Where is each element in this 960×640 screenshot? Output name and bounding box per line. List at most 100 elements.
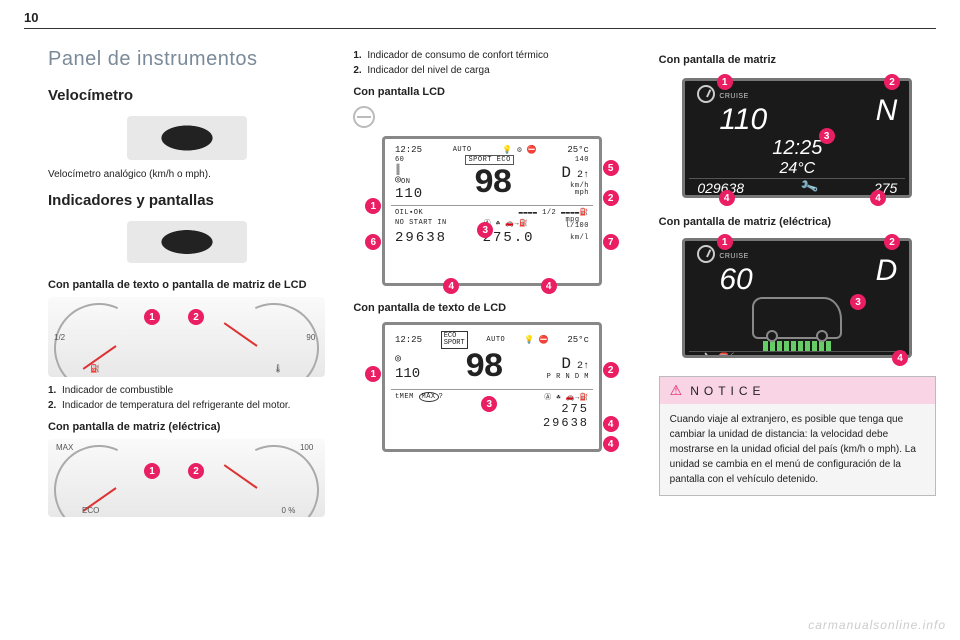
mx1-gear: N <box>876 94 898 128</box>
tlcd-car-icons: Ⓐ ☘ 🚗→⛽ <box>544 392 589 402</box>
lcd-arrow: ↑ <box>583 170 589 181</box>
tlcd-sport: SPORT <box>444 339 465 347</box>
warning-triangle-icon: ⚠ <box>670 382 683 399</box>
speedometer-heading: Velocímetro <box>48 87 325 104</box>
temp-90-label: 90 <box>306 333 315 342</box>
tlcd-time: 12:25 <box>395 335 422 345</box>
lcd-gauge-60: 60 <box>395 156 404 164</box>
mx2-callout-4: 4 <box>892 350 908 366</box>
column-3: Con pantalla de matriz CRUISE 110 N 12:25… <box>659 48 936 630</box>
callout-1: 1 <box>144 309 160 325</box>
fig-fuel-temp-gauges: 1/2 90 ⛽ 🌡 1 2 <box>48 297 325 377</box>
mx2-cruise-lbl: CRUISE <box>719 253 748 260</box>
lcd-icons-top: 💡 ⚙ ⛔ <box>502 145 536 155</box>
tlcd-prndm: P R N D M <box>547 373 589 381</box>
tlcd-mem: tMEM <box>395 393 414 401</box>
lcd-callout-7: 7 <box>603 234 619 250</box>
zero-pct-label: 0 % <box>282 506 296 515</box>
lcd-odo: 29638 <box>395 230 447 246</box>
lcd-callout-2: 2 <box>603 190 619 206</box>
callout-2: 2 <box>188 309 204 325</box>
notice-header: ⚠ NOTICE <box>660 377 935 404</box>
tlcd-temp: 25°c <box>567 335 589 345</box>
tlcd-big: 98 <box>465 349 502 387</box>
text-lcd-content: 12:25 ECOSPORT AUTO 💡 ⛔ 25°c ⌾ 110 98 <box>391 331 593 443</box>
tlcd-callout-2: 2 <box>603 362 619 378</box>
lcd-kml: km/l <box>570 234 589 242</box>
column-1: Panel de instrumentos Velocímetro Velocí… <box>48 48 325 630</box>
battery-bar <box>763 341 831 351</box>
tlcd-odo: 29638 <box>543 416 589 430</box>
tlcd-icons: 💡 ⛔ <box>524 335 549 345</box>
thermal-charge-legend: 1.Indicador de consumo de confort térmic… <box>353 48 630 78</box>
lcd-callout-4b: 4 <box>541 278 557 294</box>
mx1-time: 12:25 <box>689 137 905 160</box>
fig-lcd-display: 12:25 AUTO 💡 ⚙ ⛔ 25°c 60 SPORT ECO 140 ║… <box>382 136 602 286</box>
hundred-label: 100 <box>300 443 313 452</box>
tlcd-callout-4b: 4 <box>603 436 619 452</box>
legend-1-2: Indicador de temperatura del refrigerant… <box>62 400 290 411</box>
fig-text-lcd-wrapper: 12:25 ECOSPORT AUTO 💡 ⛔ 25°c ⌾ 110 98 <box>353 322 630 452</box>
tlcd-callout-1: 1 <box>365 366 381 382</box>
tlcd-callout-4a: 4 <box>603 416 619 432</box>
fig-matrix-display-1: CRUISE110 N 12:25 24°C 029638 🔧 275 <box>682 78 912 198</box>
fig-lcd-wrapper: 12:25 AUTO 💡 ⚙ ⛔ 25°c 60 SPORT ECO 140 ║… <box>353 136 630 286</box>
lcd-oil-ok: OIL▪OK <box>395 209 423 217</box>
tlcd-arrow: ↑ <box>583 361 589 372</box>
watermark: carmanualsonline.info <box>808 618 946 632</box>
lcd-speed-small: 110 <box>395 187 423 202</box>
legend-1-1: Indicador de combustible <box>62 385 173 396</box>
lcd-mph: mph <box>561 190 589 198</box>
tlcd-trip: 275 <box>561 402 589 416</box>
text-matrix-lcd-heading: Con pantalla de texto o pantalla de matr… <box>48 279 325 291</box>
legend-2-2: Indicador del nivel de carga <box>367 65 489 76</box>
lcd-callout-4a: 4 <box>443 278 459 294</box>
van-icon <box>752 297 842 339</box>
lcd-screen-content: 12:25 AUTO 💡 ⚙ ⛔ 25°c 60 SPORT ECO 140 ║… <box>391 145 593 277</box>
tlcd-speed-small: 110 <box>395 366 420 382</box>
legend-2-1: Indicador de consumo de confort térmico <box>367 50 548 61</box>
content-columns: Panel de instrumentos Velocímetro Velocí… <box>48 48 936 630</box>
mx2-callout-1: 1 <box>717 234 733 250</box>
mx2-cruise-val: 60 <box>719 263 752 296</box>
lcd-gauge-140: 140 <box>575 156 589 164</box>
mx1-callout-2: 2 <box>884 74 900 90</box>
lcd-time: 12:25 <box>395 145 422 155</box>
lcd-gear: D <box>561 164 571 182</box>
tlcd-auto: AUTO <box>486 336 505 344</box>
mx2-gear: D <box>876 254 898 288</box>
lcd-speed-big: 98 <box>474 165 511 203</box>
speedometer-caption: Velocímetro analógico (km/h o mph). <box>48 168 325 182</box>
mx1-callout-4b: 4 <box>870 190 886 206</box>
column-2: 1.Indicador de consumo de confort térmic… <box>353 48 630 630</box>
fig-speedometer-cluster <box>127 116 247 160</box>
fuel-pump-icon: ⛽ <box>90 364 100 373</box>
text-lcd-heading: Con pantalla de texto de LCD <box>353 302 630 314</box>
lcd-callout-5: 5 <box>603 160 619 176</box>
lcd-callout-6: 6 <box>365 234 381 250</box>
mx1-cruise-lbl: CRUISE <box>719 93 748 100</box>
steering-wheel-icon <box>353 106 375 128</box>
lcd-sporteco: SPORT ECO <box>465 155 513 165</box>
fig-matrix-wrapper-1: CRUISE110 N 12:25 24°C 029638 🔧 275 1 2 … <box>659 78 936 198</box>
indicators-heading: Indicadores y pantallas <box>48 192 325 209</box>
max-label: MAX <box>56 443 73 452</box>
fig-text-lcd-display: 12:25 ECOSPORT AUTO 💡 ⛔ 25°c ⌾ 110 98 <box>382 322 602 452</box>
tlcd-max: MAX <box>419 392 439 402</box>
lcd-nostart: NO START IN <box>395 219 447 227</box>
tlcd-q: ? <box>439 393 444 401</box>
matrix-electric-heading: Con pantalla de matriz (eléctrica) <box>659 216 936 228</box>
matrix-heading: Con pantalla de matriz <box>659 54 936 66</box>
cruise-icon-1 <box>697 85 715 103</box>
gauge-legend-1: 1.Indicador de combustible 2.Indicador d… <box>48 383 325 413</box>
mx2-callout-2: 2 <box>884 234 900 250</box>
notice-body: Cuando viaje al extranjero, es posible q… <box>660 404 935 495</box>
notice-label: NOTICE <box>690 384 765 398</box>
mx1-cruise-val: 110 <box>719 103 767 136</box>
callout-2b: 2 <box>188 463 204 479</box>
lcd-callout-1: 1 <box>365 198 381 214</box>
matrix1-content: CRUISE110 N 12:25 24°C 029638 🔧 275 <box>689 85 905 191</box>
wrench-icon: 🔧 <box>797 176 821 198</box>
callout-1b: 1 <box>144 463 160 479</box>
lcd-half: 1/2 <box>542 209 556 217</box>
